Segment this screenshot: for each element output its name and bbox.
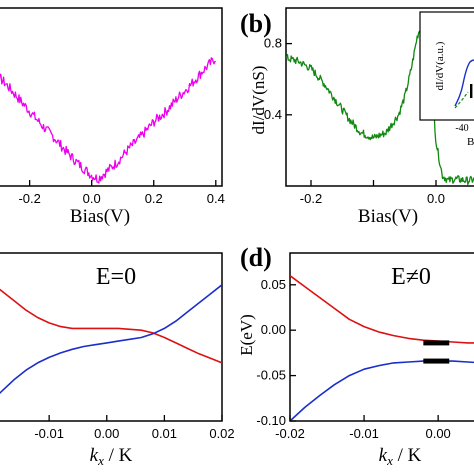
panel-c-curve-layer [0, 284, 222, 395]
panel-d-curve-layer [290, 275, 474, 421]
panel-a-xlabel: Bias(V) [70, 206, 130, 227]
panel-c-ticks: -0.01 0.00 0.01 0.02 [34, 415, 235, 441]
x-tick-label: 0.4 [207, 191, 225, 206]
panel-c-xlabel: kx / K [90, 445, 133, 468]
y-tick-label: 0.05 [261, 277, 286, 292]
x-tick-label: -0.01 [34, 426, 64, 441]
panel-a-frame [0, 7, 223, 187]
panel-d-ylabel: E(eV) [237, 314, 256, 356]
panel-b-label: (b) [240, 9, 272, 38]
series-line-1 [0, 57, 216, 184]
panel-b-frame [285, 7, 474, 187]
panel-d-band-structure: -0.02 -0.01 0.00 -0.10 -0.05 0.00 0.05 (d) E≠0… [237, 243, 474, 468]
inset-frame [419, 11, 474, 121]
series-line-1 [286, 15, 474, 186]
inset-xlabel-partial: B [467, 136, 474, 148]
y-tick-label: -0.05 [256, 368, 286, 383]
inset-tick-label: -40 [455, 123, 468, 134]
panel-d-title: E≠0 [391, 264, 431, 290]
energy-marker-1 [423, 340, 450, 346]
x-tick-label: 0.0 [427, 191, 445, 206]
panel-c-frame [0, 252, 223, 422]
y-tick-label: 0.4 [264, 107, 282, 122]
panel-a-bias-spectrum: -0.2 0.0 0.2 0.4 Bias(V) [0, 7, 225, 227]
panel-d-label: (d) [240, 243, 272, 272]
panel-b-didv-spectrum: -0.2 0.0 0.4 0.8 (b) dI/dV(nS) Bias(V) dI/d… [240, 7, 474, 227]
inset-dashed-curve [454, 91, 469, 109]
panel-b-ticks: -0.2 0.0 0.4 0.8 [264, 36, 445, 206]
panel-d-ticks: -0.02 -0.01 0.00 -0.10 -0.05 0.00 0.05 [256, 277, 450, 441]
series-line-1 [0, 288, 222, 364]
x-tick-label: 0.2 [145, 191, 163, 206]
y-tick-label: -0.10 [256, 413, 286, 428]
panel-b-inset: dI/dV(a.u.) -40 B [419, 11, 474, 148]
x-tick-label: 0.02 [209, 426, 234, 441]
panel-d-frame [289, 252, 474, 422]
inset-curve [454, 59, 474, 107]
x-tick-label: -0.01 [349, 426, 379, 441]
series-line-2 [0, 284, 222, 395]
x-tick-label: -0.02 [275, 426, 305, 441]
panel-b-curve-layer [286, 15, 474, 186]
series-line-1 [290, 275, 474, 344]
series-line-2 [290, 360, 474, 421]
panel-b-ylabel: dI/dV(nS) [249, 66, 268, 135]
panel-a-curve-layer [0, 57, 216, 184]
inset-marker [470, 84, 473, 98]
panel-b-xlabel: Bias(V) [358, 206, 418, 227]
energy-marker-2 [423, 358, 450, 364]
panel-d-xlabel: kx / K [379, 445, 422, 468]
x-tick-label: 0.01 [152, 426, 177, 441]
x-tick-label: -0.2 [18, 191, 40, 206]
panel-c-band-structure: -0.01 0.00 0.01 0.02 E=0 kx / K [0, 252, 235, 468]
x-tick-label: 0.00 [94, 426, 119, 441]
x-tick-label: 0.00 [425, 426, 450, 441]
x-tick-label: -0.2 [300, 191, 322, 206]
panel-a-ticks: -0.2 0.0 0.2 0.4 [18, 180, 225, 206]
panel-c-title: E=0 [96, 264, 136, 290]
x-tick-label: 0.0 [83, 191, 101, 206]
inset-ylabel: dI/dV(a.u.) [434, 41, 446, 90]
y-tick-label: 0.00 [261, 322, 286, 337]
y-tick-label: 0.8 [264, 36, 282, 51]
